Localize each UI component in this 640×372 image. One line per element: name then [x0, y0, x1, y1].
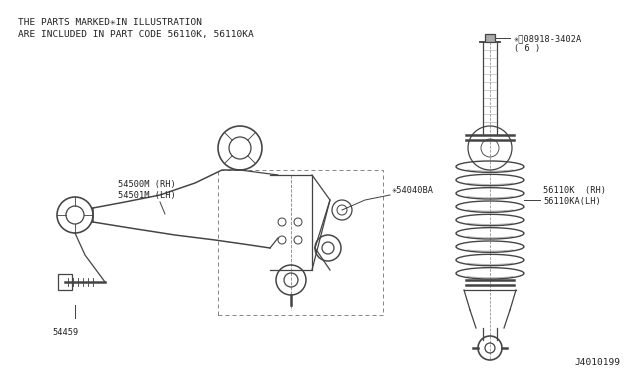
Text: ARE INCLUDED IN PART CODE 56110K, 56110KA: ARE INCLUDED IN PART CODE 56110K, 56110K… [18, 30, 253, 39]
Text: 54459: 54459 [52, 328, 78, 337]
Bar [58, 274, 72, 290]
Text: 56110K  (RH)
56110KA(LH): 56110K (RH) 56110KA(LH) [543, 186, 606, 206]
Text: THE PARTS MARKED✳IN ILLUSTRATION: THE PARTS MARKED✳IN ILLUSTRATION [18, 18, 202, 27]
Text: ✳ⓝ08918-3402A
( 6 ): ✳ⓝ08918-3402A ( 6 ) [514, 34, 582, 54]
Text: 54500M (RH)
54501M (LH): 54500M (RH) 54501M (LH) [118, 180, 176, 200]
Bar [485, 34, 495, 42]
Bar [218, 170, 383, 315]
Text: J4010199: J4010199 [574, 358, 620, 367]
Text: ✳54040BA: ✳54040BA [392, 186, 434, 195]
